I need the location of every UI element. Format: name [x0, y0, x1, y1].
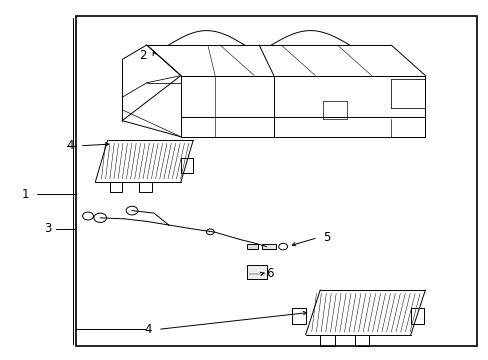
Bar	[110, 182, 122, 192]
Bar	[139, 182, 151, 192]
Bar	[410, 308, 424, 324]
Bar	[320, 335, 334, 346]
Bar	[246, 265, 267, 279]
Bar	[354, 335, 368, 346]
Text: 5: 5	[322, 231, 329, 244]
Bar	[246, 244, 257, 249]
Bar	[181, 158, 193, 173]
Text: 3: 3	[44, 222, 51, 235]
Bar	[291, 308, 305, 324]
Text: 6: 6	[266, 267, 273, 280]
Text: 1: 1	[22, 188, 29, 201]
Text: 2: 2	[139, 49, 146, 62]
Text: 4: 4	[144, 323, 151, 336]
Bar	[76, 16, 476, 346]
Text: 4: 4	[66, 139, 73, 152]
Bar	[261, 244, 276, 249]
